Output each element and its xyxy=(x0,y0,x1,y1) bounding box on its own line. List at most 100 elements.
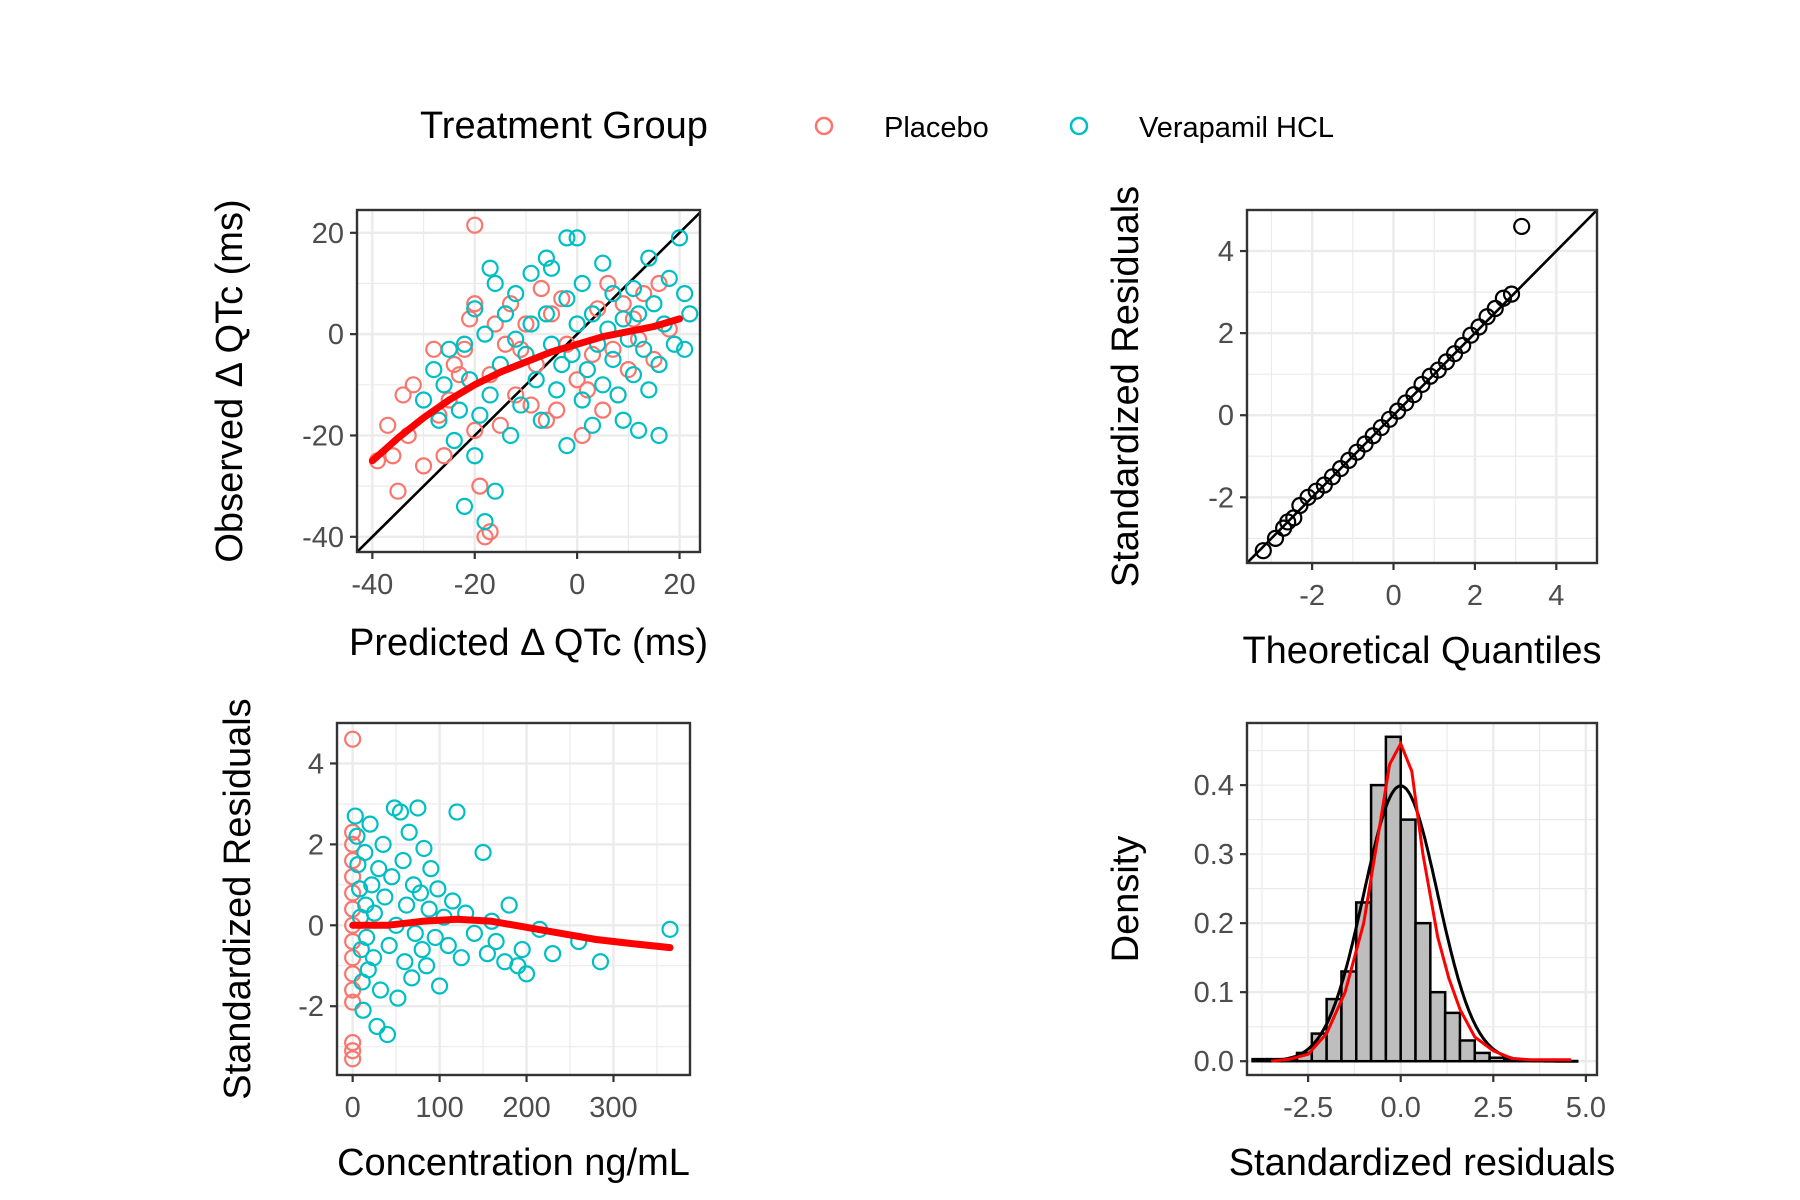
plot-area xyxy=(1247,210,1597,563)
data-point xyxy=(507,386,525,404)
y-axis-title: Observed Δ QTc (ms) xyxy=(209,199,251,562)
data-point xyxy=(403,969,421,987)
data-point xyxy=(357,928,376,947)
data-point xyxy=(604,340,622,358)
data-point xyxy=(404,376,422,394)
data-point xyxy=(486,482,504,500)
data-point xyxy=(461,310,479,328)
x-tick-label: 2.5 xyxy=(1473,1092,1513,1124)
data-point xyxy=(594,401,612,419)
data-point xyxy=(537,305,556,323)
open-circle-icon xyxy=(1069,116,1089,136)
panel-border xyxy=(1245,208,1599,565)
data-point xyxy=(415,839,433,858)
y-axis-title: Standardized Residuals xyxy=(1105,186,1147,587)
histogram-bar xyxy=(1473,1051,1491,1063)
data-point xyxy=(452,949,470,967)
data-point xyxy=(491,416,509,434)
data-point xyxy=(455,497,474,515)
data-point xyxy=(583,305,602,323)
data-point xyxy=(544,945,562,963)
histogram-bar xyxy=(1340,970,1358,1063)
data-point xyxy=(471,477,489,495)
x-tick-label: 100 xyxy=(415,1092,463,1124)
data-point xyxy=(344,851,362,870)
data-point xyxy=(1254,542,1272,560)
data-point xyxy=(445,431,463,450)
panel-obs-vs-pred: -40 -20 0 20 -40 -20 0 20 Predicted Δ QTc (ms) Ob… xyxy=(209,199,708,664)
data-point xyxy=(466,216,484,234)
x-tick-label: 5.0 xyxy=(1566,1092,1606,1124)
density-curve xyxy=(1270,740,1572,1063)
data-point xyxy=(379,416,397,434)
data-point xyxy=(466,447,484,465)
data-point xyxy=(629,421,648,439)
data-point xyxy=(650,355,668,374)
data-point xyxy=(507,285,525,303)
data-point xyxy=(417,957,436,975)
data-point xyxy=(624,279,643,298)
open-circle-icon xyxy=(814,116,834,136)
data-point xyxy=(670,229,689,247)
data-point xyxy=(614,310,632,328)
y-tick-label: 2 xyxy=(308,829,324,861)
data-point xyxy=(400,823,418,841)
x-axis-title: Predicted Δ QTc (ms) xyxy=(349,622,708,664)
data-point xyxy=(380,936,398,955)
data-point xyxy=(476,512,494,531)
data-point xyxy=(522,396,540,414)
data-point xyxy=(522,315,540,333)
data-point xyxy=(573,426,591,445)
y-tick-label: 4 xyxy=(308,748,324,780)
data-point xyxy=(429,880,447,898)
x-tick-label: 0 xyxy=(345,1092,361,1124)
data-point xyxy=(444,892,462,910)
legend-label-placebo: Placebo xyxy=(884,112,989,144)
x-axis-title: Concentration ng/mL xyxy=(337,1142,690,1184)
histogram-bar xyxy=(1488,1056,1506,1063)
y-tick-label: -20 xyxy=(302,420,344,452)
data-point xyxy=(361,815,379,833)
data-point xyxy=(522,264,540,282)
series-placebo xyxy=(368,216,678,546)
series-verapamil-hcl xyxy=(346,799,679,1044)
data-point xyxy=(425,361,443,379)
data-point xyxy=(356,843,374,862)
data-point xyxy=(394,386,412,404)
data-point xyxy=(439,936,457,955)
x-tick-label: 200 xyxy=(502,1092,550,1124)
data-point xyxy=(496,335,515,353)
data-point xyxy=(573,391,591,409)
data-point xyxy=(676,285,694,303)
data-point xyxy=(445,355,463,374)
y-tick-label: 0.3 xyxy=(1194,839,1234,871)
y-tick-label: 0.0 xyxy=(1194,1046,1234,1078)
histogram-bar xyxy=(1414,921,1432,1063)
x-tick-label: -40 xyxy=(351,569,393,601)
data-point xyxy=(1513,217,1531,236)
data-point xyxy=(440,391,458,409)
data-point xyxy=(568,315,586,333)
data-point xyxy=(558,437,576,455)
data-point xyxy=(548,381,566,399)
data-point xyxy=(474,843,492,862)
y-tick-label: 0.1 xyxy=(1194,977,1234,1009)
data-point xyxy=(481,386,499,404)
data-point xyxy=(414,457,433,475)
data-point xyxy=(568,229,586,247)
plot-area xyxy=(344,730,679,1068)
data-point xyxy=(558,290,576,308)
data-point xyxy=(376,888,394,906)
x-axis-title: Standardized residuals xyxy=(1229,1142,1616,1184)
data-point xyxy=(609,386,627,404)
data-point xyxy=(384,447,402,465)
data-point xyxy=(599,274,617,293)
y-tick-label: 2 xyxy=(1218,318,1234,350)
panel-qq-plot: -2 0 2 4 -2 0 2 4 Theoretical Quantiles Standardi… xyxy=(1105,186,1602,672)
data-point xyxy=(578,381,596,399)
data-point xyxy=(1502,285,1521,303)
x-tick-label: 4 xyxy=(1548,580,1564,612)
series-points xyxy=(1254,217,1531,560)
panel-border xyxy=(1245,721,1599,1077)
data-point xyxy=(406,924,424,942)
